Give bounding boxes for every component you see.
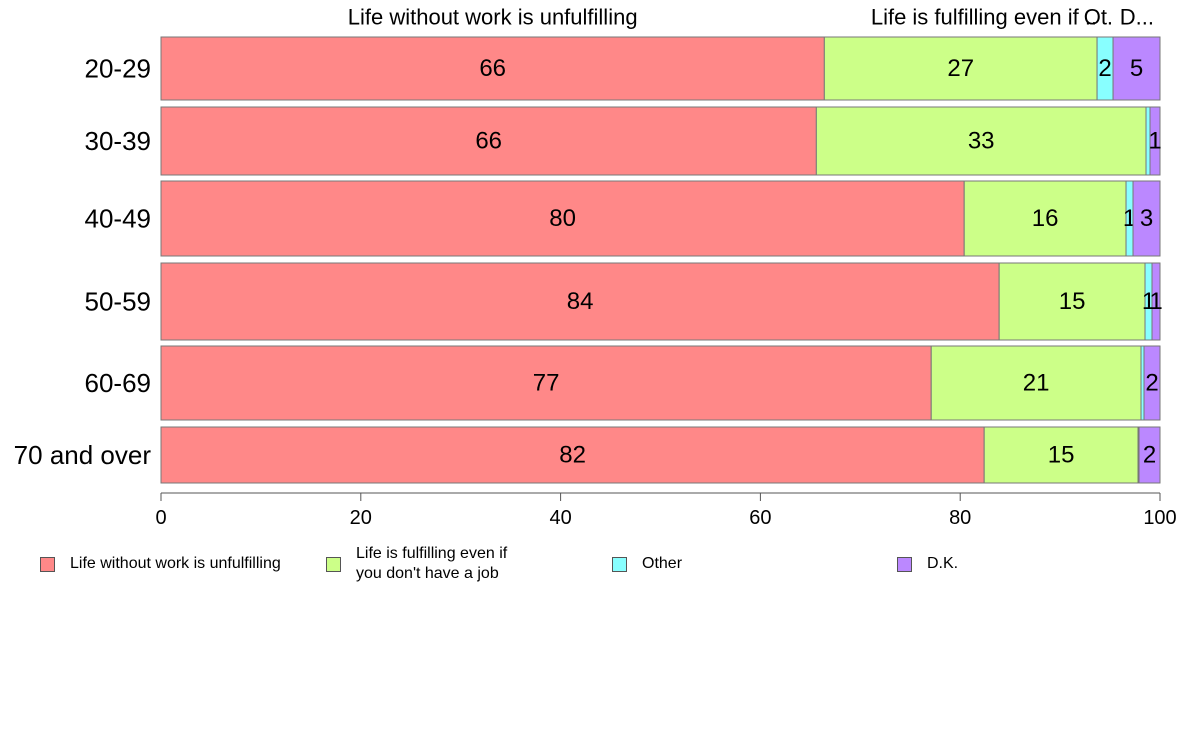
category-label: 40-49	[85, 204, 152, 234]
category-label: 70 and over	[14, 440, 152, 470]
legend-item-fulfilling: Life is fulfilling even if you don't hav…	[326, 544, 507, 584]
data-label-unfulfilling: 66	[479, 55, 506, 82]
bar-segment-fulfilling	[815, 106, 1147, 176]
top-label-fulfilling: Life is fulfilling even if ..	[871, 5, 1097, 30]
legend-label-dk: D.K.	[927, 555, 959, 572]
top-label-unfulfilling: Life without work is unfulfilling	[348, 5, 638, 30]
x-tick-label: 0	[155, 507, 166, 529]
bar-segment-fulfilling	[823, 36, 1098, 101]
data-label-fulfilling: 21	[1023, 370, 1050, 397]
legend-swatch-other	[612, 557, 627, 572]
legend-label-other: Other	[642, 555, 683, 572]
data-label-dk: 1	[1149, 288, 1162, 315]
bar-segment-dk	[1138, 426, 1161, 484]
bar-segment-fulfilling	[930, 345, 1142, 421]
bar-segment-unfulfilling	[160, 426, 985, 484]
legend-swatch-dk	[897, 557, 912, 572]
bar-segment-dk	[1149, 106, 1161, 176]
x-tick-label: 40	[549, 507, 571, 529]
legend-swatch-unfulfilling	[40, 557, 55, 572]
data-label-other: 2	[1098, 55, 1111, 82]
legend-item-other: Other	[612, 554, 682, 574]
bar-segment-fulfilling	[983, 426, 1139, 484]
bar-segment-unfulfilling	[160, 345, 932, 421]
data-label-dk: 2	[1145, 370, 1158, 397]
legend-item-dk: D.K.	[897, 554, 958, 574]
bar-segment-unfulfilling	[160, 180, 965, 257]
data-label-unfulfilling: 77	[533, 370, 560, 397]
legend-label-unfulfilling: Life without work is unfulfilling	[70, 555, 281, 572]
x-tick-label: 100	[1143, 507, 1176, 529]
data-label-unfulfilling: 80	[549, 205, 576, 232]
data-label-unfulfilling: 66	[475, 128, 502, 155]
legend-item-unfulfilling: Life without work is unfulfilling	[40, 554, 281, 574]
x-tick-label: 20	[350, 507, 372, 529]
data-label-fulfilling: 33	[968, 128, 995, 155]
data-label-fulfilling: 27	[947, 55, 974, 82]
data-label-fulfilling: 16	[1032, 205, 1059, 232]
bar-segment-fulfilling	[998, 262, 1146, 341]
x-tick-label: 60	[749, 507, 771, 529]
category-label: 30-39	[85, 126, 152, 156]
top-label-other: Ot.	[1084, 5, 1113, 30]
data-label-dk: 5	[1130, 55, 1143, 82]
category-label: 20-29	[85, 54, 152, 84]
data-label-fulfilling: 15	[1048, 442, 1075, 469]
data-label-unfulfilling: 82	[559, 442, 586, 469]
bar-segment-dk	[1151, 262, 1161, 341]
bar-segment-unfulfilling	[160, 36, 825, 101]
bar-segment-fulfilling	[963, 180, 1127, 257]
category-label: 50-59	[85, 287, 152, 317]
legend: Life without work is unfulfilling Life i…	[0, 540, 1188, 600]
category-label: 60-69	[85, 368, 152, 398]
x-tick-label: 80	[949, 507, 971, 529]
top-label-dk: D...	[1120, 5, 1154, 30]
legend-swatch-fulfilling	[326, 557, 341, 572]
bar-segment-dk	[1143, 345, 1161, 421]
data-label-fulfilling: 15	[1059, 288, 1086, 315]
legend-label-fulfilling: Life is fulfilling even if you don't hav…	[356, 545, 508, 582]
data-label-unfulfilling: 84	[567, 288, 594, 315]
bar-segment-unfulfilling	[160, 106, 817, 176]
bar-segment-dk	[1112, 36, 1161, 101]
data-label-dk: 3	[1140, 205, 1153, 232]
bar-segment-unfulfilling	[160, 262, 1000, 341]
data-label-dk: 2	[1143, 442, 1156, 469]
data-label-dk: 1	[1148, 128, 1161, 155]
bar-segment-dk	[1132, 180, 1161, 257]
